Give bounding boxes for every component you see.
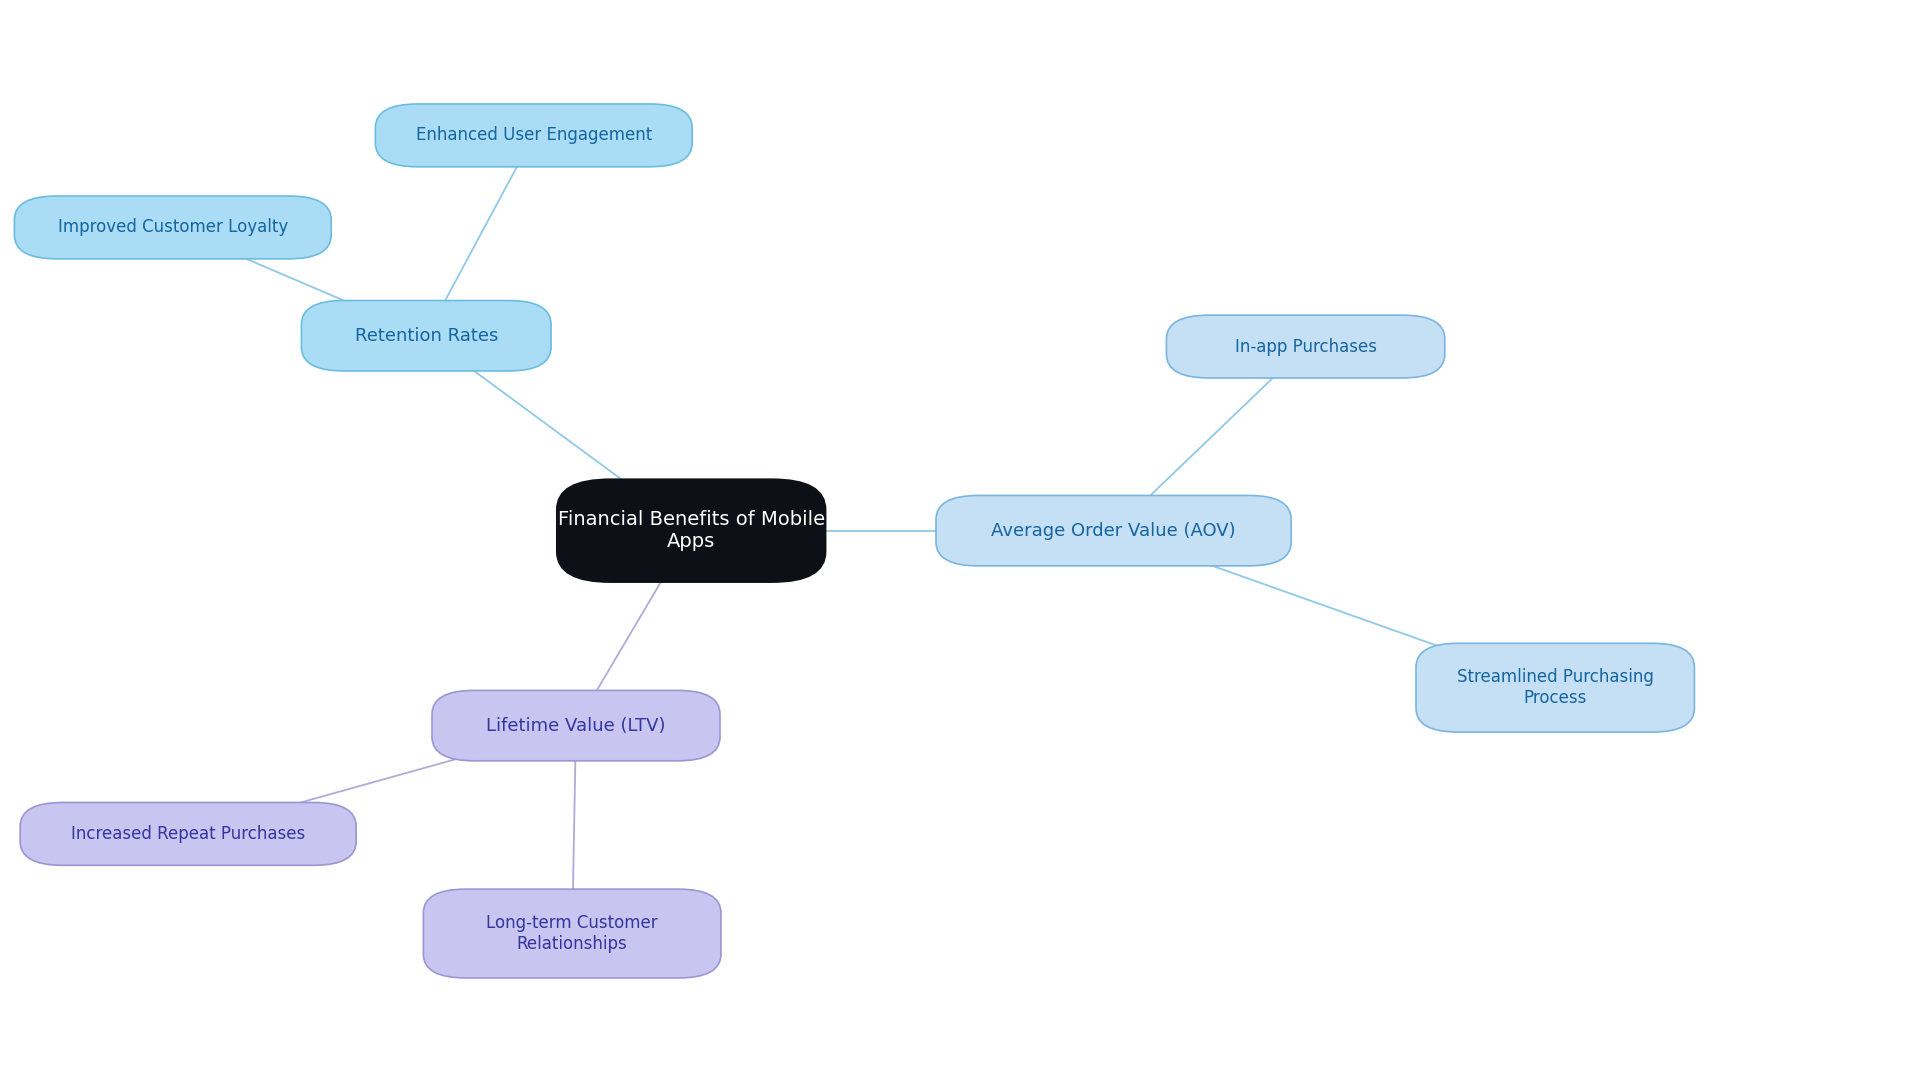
FancyBboxPatch shape [376, 104, 693, 167]
FancyBboxPatch shape [935, 496, 1290, 565]
FancyBboxPatch shape [422, 889, 720, 978]
FancyBboxPatch shape [301, 301, 551, 370]
FancyBboxPatch shape [21, 803, 355, 865]
Text: In-app Purchases: In-app Purchases [1235, 338, 1377, 355]
Text: Improved Customer Loyalty: Improved Customer Loyalty [58, 219, 288, 236]
Text: Streamlined Purchasing
Process: Streamlined Purchasing Process [1457, 668, 1653, 707]
FancyBboxPatch shape [1417, 643, 1695, 732]
Text: Average Order Value (AOV): Average Order Value (AOV) [991, 522, 1236, 539]
Text: Long-term Customer
Relationships: Long-term Customer Relationships [486, 914, 659, 953]
Text: Retention Rates: Retention Rates [355, 327, 497, 344]
FancyBboxPatch shape [557, 479, 826, 583]
FancyBboxPatch shape [1167, 315, 1446, 378]
Text: Enhanced User Engagement: Enhanced User Engagement [415, 127, 653, 144]
FancyBboxPatch shape [13, 196, 330, 259]
Text: Increased Repeat Purchases: Increased Repeat Purchases [71, 825, 305, 843]
Text: Financial Benefits of Mobile
Apps: Financial Benefits of Mobile Apps [557, 510, 826, 551]
FancyBboxPatch shape [432, 691, 720, 760]
Text: Lifetime Value (LTV): Lifetime Value (LTV) [486, 717, 666, 734]
